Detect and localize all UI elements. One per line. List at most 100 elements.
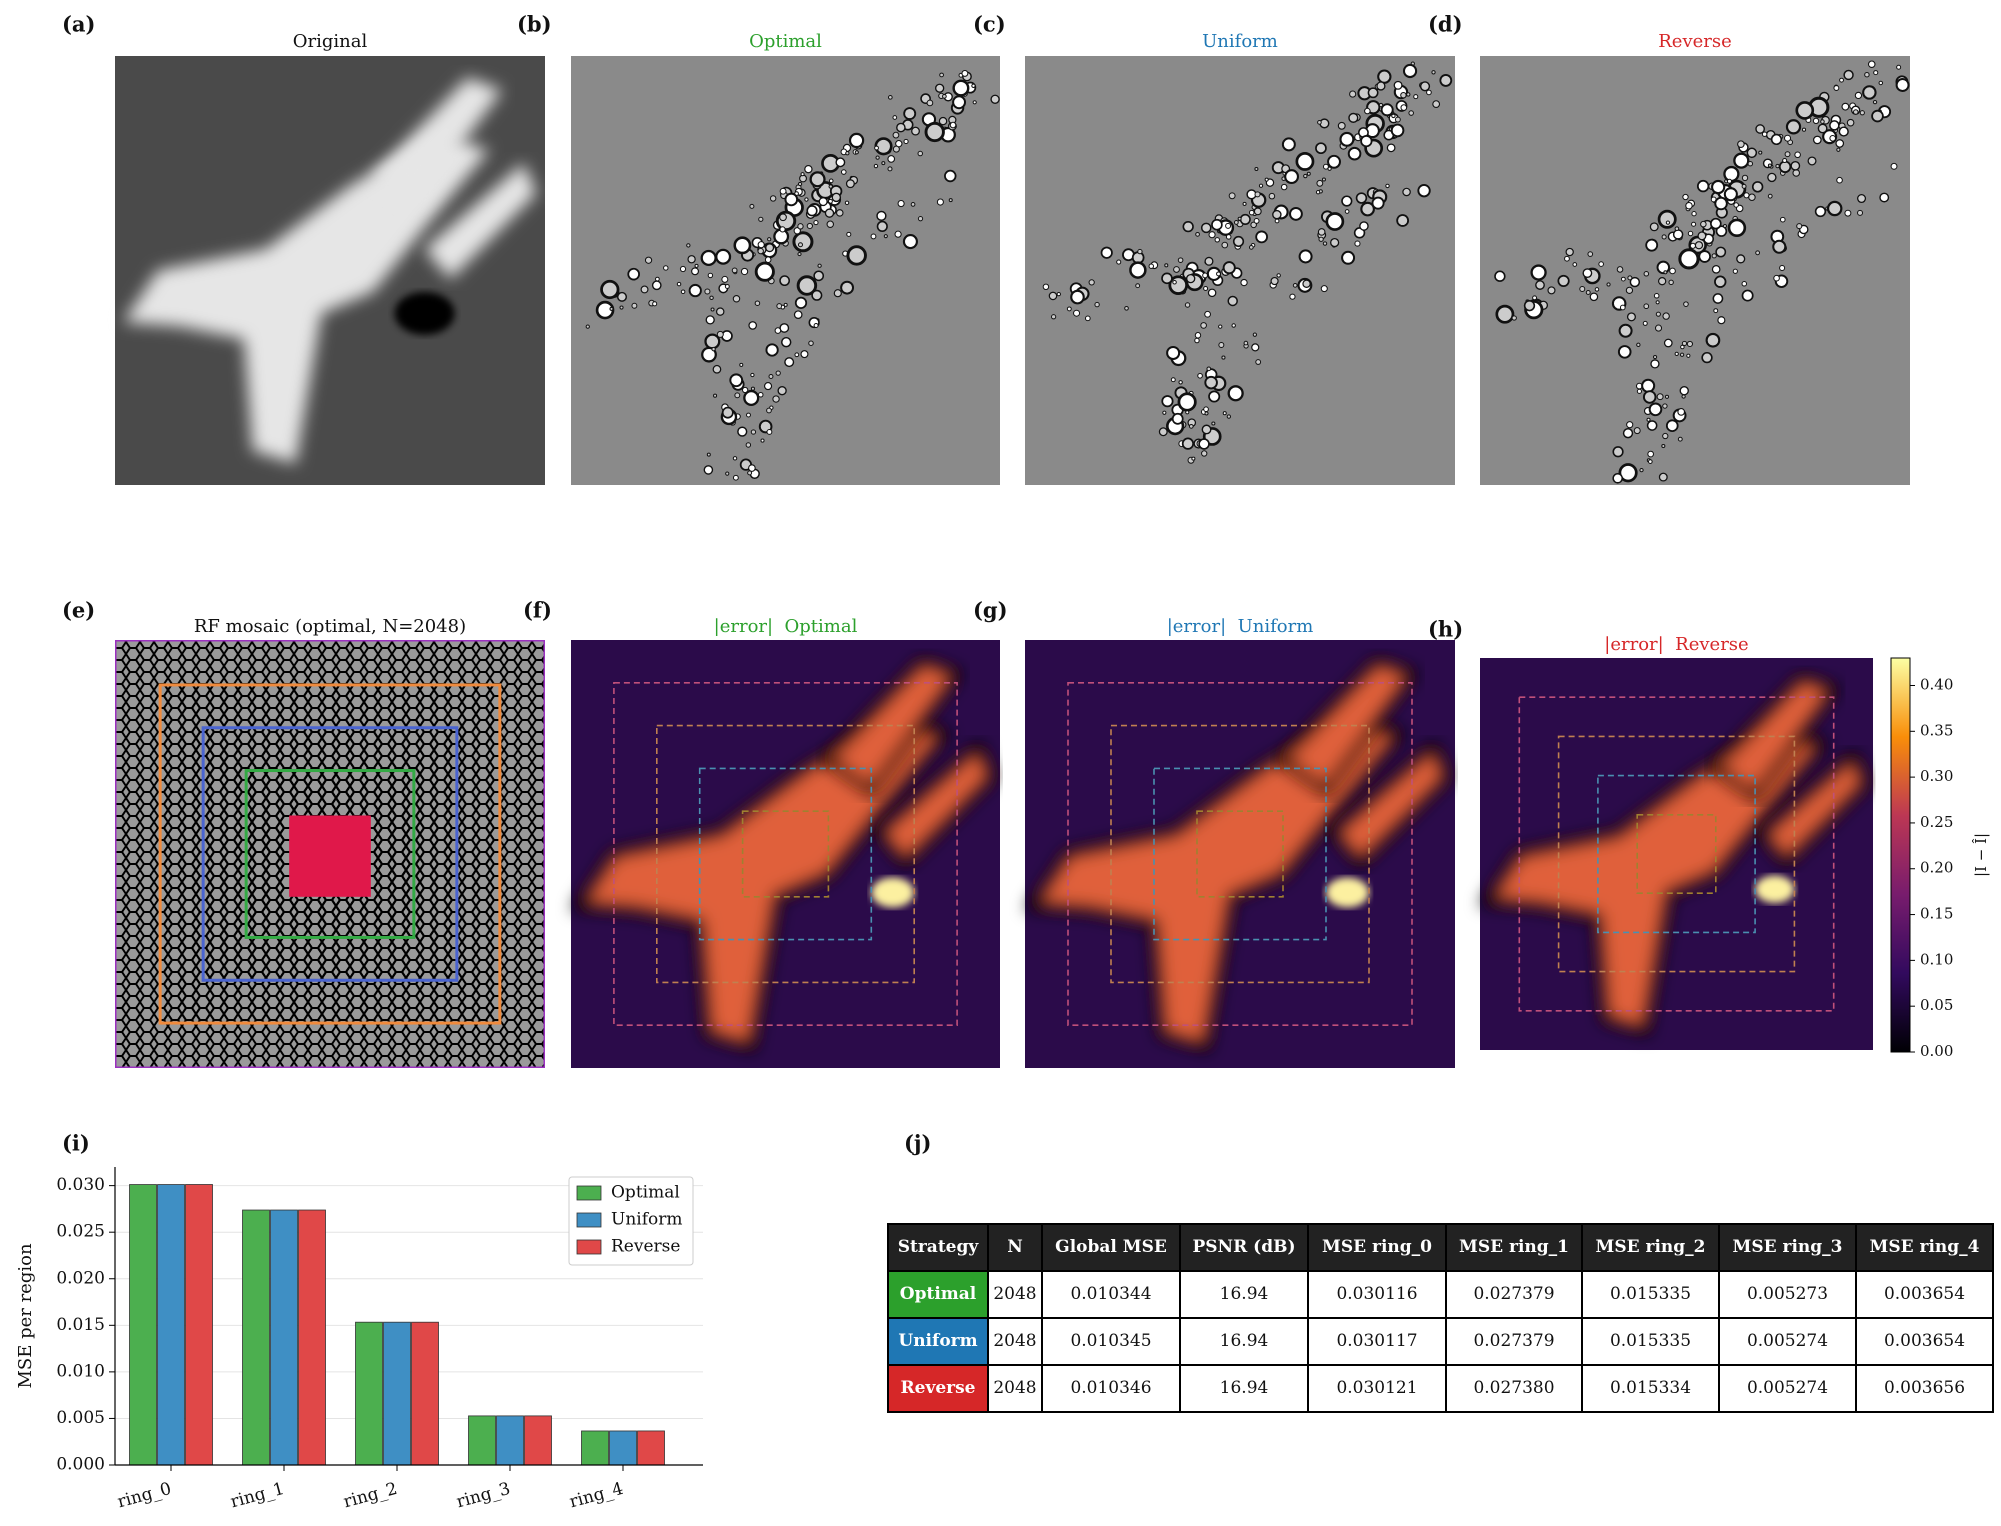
bar xyxy=(496,1415,524,1466)
bar xyxy=(411,1321,439,1466)
artifact xyxy=(887,166,893,172)
artifact xyxy=(1315,142,1327,155)
panel-label: (f) xyxy=(523,598,552,623)
artifact xyxy=(1240,278,1248,287)
table-text: 0.015335 xyxy=(1610,1284,1691,1304)
artifact xyxy=(1650,359,1660,369)
artifact xyxy=(1857,209,1864,216)
artifact xyxy=(765,343,779,357)
artifact xyxy=(1327,154,1341,169)
artifact xyxy=(1711,265,1721,274)
region-outline xyxy=(1597,774,1756,934)
airplane xyxy=(123,133,490,464)
bar xyxy=(609,1430,637,1466)
artifact xyxy=(760,438,765,443)
table-cell xyxy=(1307,1270,1447,1319)
artifact xyxy=(1400,104,1408,111)
artifact xyxy=(1645,238,1659,252)
artifact xyxy=(1201,424,1212,435)
artifact xyxy=(813,323,819,329)
artifact xyxy=(779,213,787,222)
artifact xyxy=(1773,274,1780,282)
artifact xyxy=(1677,408,1686,416)
table-text: 0.015334 xyxy=(1610,1378,1691,1398)
artifact xyxy=(1829,134,1837,142)
artifact xyxy=(1612,446,1624,458)
artifact xyxy=(1325,212,1345,231)
artifact xyxy=(1678,248,1700,270)
artifact xyxy=(619,305,624,310)
region-outline xyxy=(655,724,915,984)
artifact xyxy=(1726,178,1732,184)
error-blob xyxy=(1327,738,1453,870)
artifact xyxy=(737,426,748,437)
table-text: 16.94 xyxy=(1220,1378,1269,1398)
artifact xyxy=(1747,160,1754,167)
artifact xyxy=(1360,201,1375,217)
header-text: MSE ring_2 xyxy=(1596,1237,1706,1257)
artifact xyxy=(1306,171,1311,176)
artifact xyxy=(734,392,741,399)
artifact xyxy=(1685,201,1693,210)
x-tick-label: ring_2 xyxy=(341,1479,399,1512)
artifact xyxy=(1836,147,1841,152)
artifact xyxy=(1890,162,1898,170)
artifact xyxy=(1853,109,1859,115)
artifact xyxy=(749,203,755,209)
artifact xyxy=(1794,151,1801,159)
artifact xyxy=(794,352,800,358)
bar xyxy=(270,1209,298,1466)
artifact xyxy=(1254,167,1259,172)
artifact xyxy=(894,230,902,238)
image-panel xyxy=(570,640,1000,1068)
artifact xyxy=(1710,217,1722,230)
colorbar-tick-label: 0.00 xyxy=(1920,1042,1953,1060)
header-cell xyxy=(1855,1223,1994,1272)
panel-title: RF mosaic (optimal, N=2048) xyxy=(194,616,466,637)
artifact xyxy=(1557,274,1570,288)
table-cell xyxy=(887,1317,989,1366)
artifact xyxy=(892,131,900,139)
artifact xyxy=(1643,303,1650,310)
artifact xyxy=(818,197,828,207)
table-cell xyxy=(1307,1364,1447,1413)
artifact xyxy=(1713,308,1719,314)
artifact xyxy=(1532,295,1538,301)
artifact xyxy=(1779,265,1786,272)
artifact xyxy=(712,364,722,374)
error-blob xyxy=(1024,711,1408,1053)
artifact xyxy=(1714,196,1728,211)
artifact xyxy=(1204,411,1209,416)
panel-title: |error| Reverse xyxy=(1604,634,1748,655)
table-text: 0.003654 xyxy=(1884,1284,1965,1304)
bar xyxy=(524,1415,552,1466)
artifact xyxy=(1585,290,1591,295)
artifact xyxy=(732,456,738,461)
artifact xyxy=(1394,116,1401,123)
artifact xyxy=(1547,286,1556,295)
artifact xyxy=(1251,343,1260,352)
header-text: PSNR (dB) xyxy=(1193,1237,1296,1257)
artifact xyxy=(1864,71,1870,78)
artifact xyxy=(1896,64,1902,70)
artifact xyxy=(1672,229,1684,240)
artifact xyxy=(1186,273,1196,284)
artifact xyxy=(754,261,775,282)
artifact xyxy=(793,310,803,319)
legend-label: Reverse xyxy=(611,1237,680,1257)
artifact xyxy=(1859,110,1865,116)
artifact xyxy=(1088,279,1095,286)
artifact xyxy=(777,386,787,396)
artifact xyxy=(892,115,898,120)
artifact xyxy=(1289,293,1296,300)
artifact xyxy=(903,138,909,145)
artifact xyxy=(745,442,752,448)
artifact xyxy=(1674,226,1680,231)
artifact xyxy=(1748,193,1756,202)
artifact xyxy=(1872,99,1878,105)
artifact xyxy=(716,330,724,338)
artifact xyxy=(1686,353,1691,358)
artifact xyxy=(1298,249,1313,264)
artifact xyxy=(836,209,844,217)
